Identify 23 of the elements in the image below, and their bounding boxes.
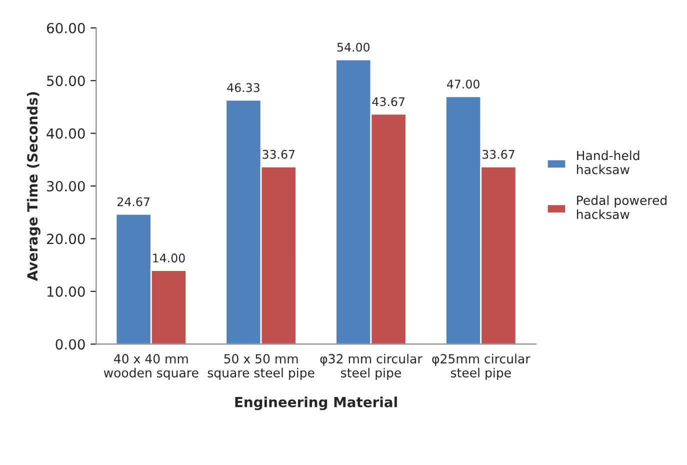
data-label: 33.67 bbox=[262, 150, 295, 159]
data-label: 46.33 bbox=[227, 83, 260, 92]
legend-label: Pedal powered hacksaw bbox=[576, 195, 667, 220]
y-tick-label: 30.00 bbox=[47, 180, 85, 192]
x-tick-label: φ32 mm circular steel pipe bbox=[320, 354, 422, 380]
y-tick-label: 40.00 bbox=[46, 128, 85, 139]
data-label: 47.00 bbox=[446, 80, 480, 89]
x-tick-label: 50 x 50 mm square steel pipe bbox=[208, 354, 314, 380]
data-label: 24.67 bbox=[118, 197, 150, 206]
y-tick-label: 10.00 bbox=[48, 286, 85, 297]
x-tick-label: φ25mm circular steel pipe bbox=[432, 354, 530, 380]
data-label: 14.00 bbox=[153, 254, 185, 262]
data-label: 33.67 bbox=[482, 150, 514, 159]
y-axis-title: Average Time (Seconds) bbox=[26, 92, 40, 281]
y-tick-label: 50.00 bbox=[47, 76, 85, 86]
x-tick-label: 40 x 40 mm wooden square bbox=[104, 354, 198, 380]
x-axis-title: Engineering Material bbox=[235, 396, 397, 410]
legend-label: Hand-held hacksaw bbox=[576, 150, 640, 174]
y-tick-label: 0.00 bbox=[56, 339, 85, 350]
y-tick-label: 20.00 bbox=[47, 234, 85, 244]
data-label: 54.00 bbox=[337, 42, 370, 52]
data-label: 43.67 bbox=[372, 97, 404, 106]
y-tick-label: 60.00 bbox=[46, 22, 85, 34]
